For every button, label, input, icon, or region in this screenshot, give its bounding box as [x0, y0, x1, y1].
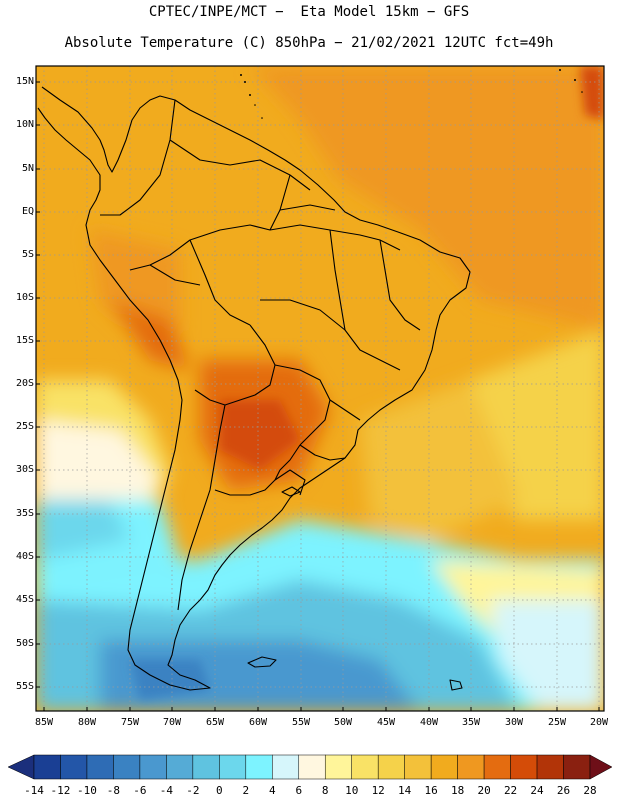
colorbar-swatch [536, 754, 564, 780]
lon-label: 85W [34, 717, 54, 728]
lat-label: 10S [15, 292, 34, 303]
lon-label: 70W [162, 717, 182, 728]
lat-label: 50S [15, 638, 34, 649]
lon-label: 35W [461, 717, 481, 728]
lat-label: 15N [15, 76, 34, 87]
lon-label: 25W [547, 717, 567, 728]
lat-label: 10N [15, 119, 34, 130]
colorbar-swatch [377, 754, 405, 780]
colorbar-tick-label: 6 [295, 784, 303, 797]
colorbar-tick-label: -2 [186, 784, 200, 797]
lon-label: 20W [589, 717, 609, 728]
axis-ticks [36, 81, 600, 711]
temperature-field [36, 66, 604, 711]
colorbar-tick-label: -12 [50, 784, 71, 797]
colorbar-swatch [219, 754, 247, 780]
lat-label: 35S [15, 508, 34, 519]
lon-label: 30W [504, 717, 524, 728]
colorbar-swatch [351, 754, 379, 780]
lon-label: 40W [419, 717, 439, 728]
colorbar-tick-label: -4 [159, 784, 173, 797]
lat-label: 30S [15, 464, 34, 475]
colorbar-tick-label: 28 [583, 784, 597, 797]
colorbar-tick-label: 0 [216, 784, 223, 797]
colorbar-swatch [404, 754, 432, 780]
colorbar-swatch [166, 754, 194, 780]
colorbar-swatch [139, 754, 167, 780]
colorbar-swatch [60, 754, 88, 780]
lat-label: 40S [15, 551, 34, 562]
colorbar-swatch [324, 754, 352, 780]
lat-label: 45S [15, 594, 34, 605]
colorbar-tick-label: 14 [398, 784, 412, 797]
colorbar [7, 754, 613, 780]
lat-label: 5N [21, 163, 34, 174]
colorbar-swatch [563, 754, 591, 780]
colorbar-swatch [430, 754, 458, 780]
colorbar-tick-label: 2 [242, 784, 250, 797]
lon-label: 50W [333, 717, 353, 728]
colorbar-tick-label: -14 [24, 784, 44, 797]
lat-label: 15S [15, 335, 34, 346]
colorbar-tick-label: 4 [268, 784, 276, 797]
lon-label: 60W [248, 717, 268, 728]
colorbar-tick-label: 8 [321, 784, 329, 797]
lat-label: 25S [15, 421, 34, 432]
colorbar-swatch [33, 754, 61, 780]
colorbar-swatch [192, 754, 220, 780]
lon-label: 45W [376, 717, 396, 728]
colorbar-tick-label: 24 [530, 784, 544, 797]
colorbar-tick-label: 20 [477, 784, 491, 797]
lon-label: 65W [205, 717, 225, 728]
colorbar-tick-label: -6 [133, 784, 147, 797]
colorbar-tick-label: -10 [77, 784, 97, 797]
colorbar-tick-label: 12 [371, 784, 385, 797]
lon-label: 75W [120, 717, 140, 728]
colorbar-tick-label: 16 [424, 784, 438, 797]
graticule [36, 66, 604, 711]
colorbar-swatch [510, 754, 538, 780]
colorbar-tick-label: 22 [503, 784, 518, 797]
colorbar-max-arrow [589, 754, 613, 780]
colorbar-swatch [113, 754, 141, 780]
colorbar-tick-label: 10 [345, 784, 359, 797]
colorbar-tick-label: 26 [556, 784, 571, 797]
map-title: CPTEC/INPE/MCT − Eta Model 15km − GFS [148, 4, 470, 20]
lat-label: 5S [21, 249, 34, 260]
colorbar-swatch [245, 754, 273, 780]
map-frame [35, 65, 605, 712]
lat-label: 55S [15, 681, 34, 692]
colorbar-swatch [457, 754, 485, 780]
colorbar-swatch [298, 754, 326, 780]
colorbar-swatch [86, 754, 114, 780]
lon-label: 80W [77, 717, 97, 728]
lat-label: 20S [15, 378, 34, 389]
lon-label: 55W [291, 717, 311, 728]
map-subtitle: Absolute Temperature (C) 850hPa − 21/02/… [64, 35, 554, 51]
colorbar-tick-label: 18 [450, 784, 465, 797]
lat-label: EQ [21, 206, 34, 217]
colorbar-swatch [272, 754, 300, 780]
colorbar-tick-label: -8 [106, 784, 121, 797]
colorbar-min-arrow [7, 754, 35, 780]
coastline [37, 86, 471, 691]
islands [240, 69, 583, 119]
colorbar-swatch [483, 754, 511, 780]
